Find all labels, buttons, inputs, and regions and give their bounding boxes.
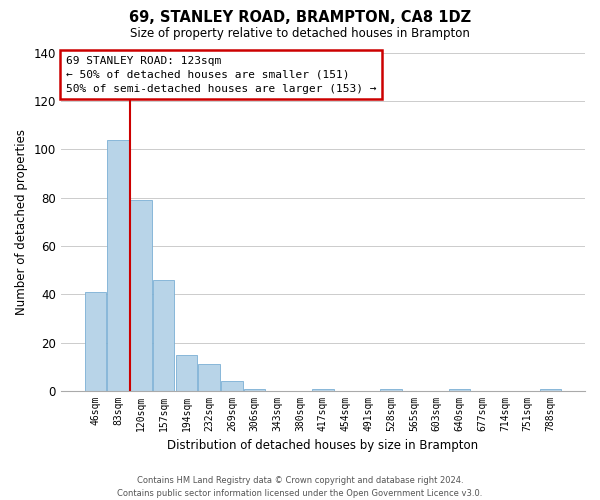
Bar (221, 382, 243, 391)
Bar (176, 355, 197, 391)
Bar (244, 388, 265, 391)
Bar (107, 140, 129, 391)
Text: 69 STANLEY ROAD: 123sqm
← 50% of detached houses are smaller (151)
50% of semi-d: 69 STANLEY ROAD: 123sqm ← 50% of detache… (66, 56, 377, 94)
Bar (85, 292, 106, 391)
Bar (199, 364, 220, 391)
Bar (312, 388, 334, 391)
Bar (380, 388, 402, 391)
X-axis label: Distribution of detached houses by size in Brampton: Distribution of detached houses by size … (167, 440, 478, 452)
Bar (153, 280, 175, 391)
Bar (449, 388, 470, 391)
Y-axis label: Number of detached properties: Number of detached properties (15, 129, 28, 315)
Text: Contains HM Land Registry data © Crown copyright and database right 2024.
Contai: Contains HM Land Registry data © Crown c… (118, 476, 482, 498)
Bar (539, 388, 561, 391)
Text: 69, STANLEY ROAD, BRAMPTON, CA8 1DZ: 69, STANLEY ROAD, BRAMPTON, CA8 1DZ (129, 10, 471, 25)
Bar (130, 200, 152, 391)
Text: Size of property relative to detached houses in Brampton: Size of property relative to detached ho… (130, 28, 470, 40)
